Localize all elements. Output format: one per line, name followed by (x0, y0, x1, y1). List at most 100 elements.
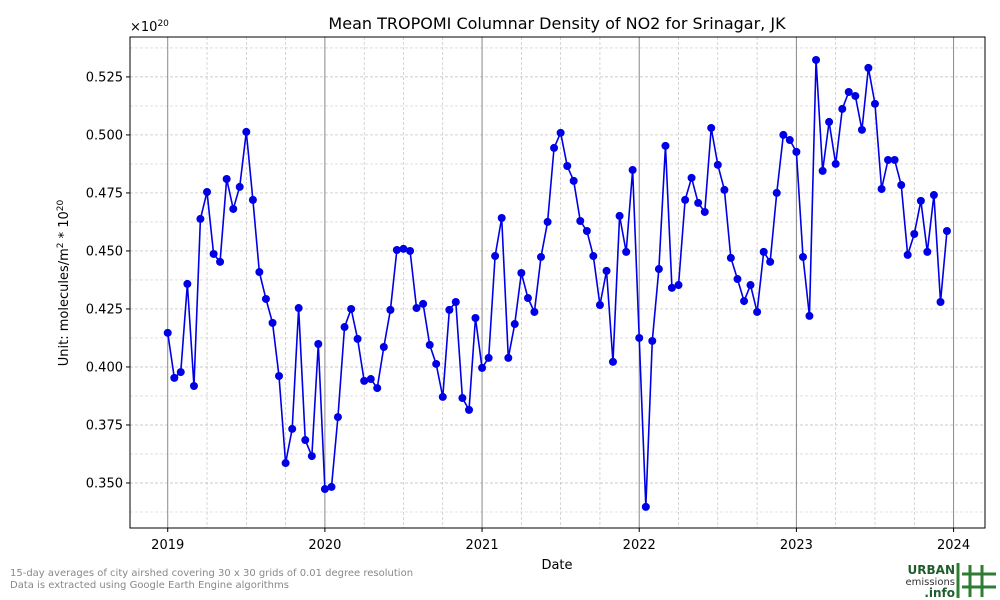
data-point (484, 353, 493, 362)
data-point (504, 353, 513, 362)
data-point (661, 141, 670, 150)
data-point (674, 281, 683, 290)
data-point (831, 159, 840, 168)
data-point (366, 375, 375, 384)
data-point (216, 257, 225, 266)
data-point (838, 104, 847, 113)
data-point (589, 252, 598, 261)
data-point (595, 301, 604, 310)
data-point (320, 485, 329, 494)
data-point (183, 279, 192, 288)
data-point (530, 307, 539, 316)
data-point (281, 459, 290, 468)
data-point (327, 482, 336, 491)
data-point (608, 357, 617, 366)
data-point (582, 226, 591, 235)
data-point (268, 318, 277, 327)
y-multiplier: ×1020 (130, 19, 169, 35)
data-point (903, 250, 912, 259)
data-point (523, 294, 532, 303)
data-point (536, 252, 545, 261)
data-point (340, 323, 349, 332)
logo-text: .info (924, 586, 955, 600)
data-point (353, 334, 362, 343)
data-point (294, 304, 303, 313)
data-point (510, 320, 519, 329)
data-point (235, 182, 244, 191)
data-point (209, 249, 218, 258)
data-point (274, 372, 283, 381)
data-point (713, 160, 722, 169)
data-point (379, 343, 388, 352)
data-point (425, 340, 434, 349)
footnote: 15-day averages of city airshed covering… (10, 568, 413, 579)
data-point (667, 283, 676, 292)
data-point (307, 452, 316, 461)
data-point (857, 125, 866, 134)
data-point (648, 336, 657, 345)
data-point (432, 359, 441, 368)
data-point (910, 230, 919, 239)
logo-text: emissions (905, 577, 955, 588)
data-point (707, 123, 716, 132)
data-point (602, 266, 611, 275)
y-tick-label: 0.425 (86, 302, 123, 317)
logo-text: URBAN (908, 563, 955, 577)
data-point (406, 246, 415, 255)
data-point (556, 128, 565, 137)
data-point (497, 213, 506, 222)
data-point (635, 333, 644, 342)
data-point (615, 211, 624, 220)
data-point (242, 127, 251, 136)
data-point (392, 246, 401, 255)
data-point (261, 294, 270, 303)
data-point (163, 328, 172, 337)
plot-frame (129, 36, 986, 529)
y-axis-label: Unit: molecules/m2 * 1020 (56, 199, 72, 366)
data-point (445, 305, 454, 314)
data-point (458, 394, 467, 403)
data-point (248, 195, 257, 204)
text-part: ×10 (130, 20, 157, 35)
data-point (805, 311, 814, 320)
data-line (166, 59, 948, 507)
y-tick-label: 0.500 (86, 128, 123, 143)
y-tick-label: 0.525 (86, 70, 123, 85)
data-point (766, 257, 775, 266)
data-point (478, 363, 487, 372)
logo: URBAN emissions .info (905, 563, 996, 600)
data-point (438, 392, 447, 401)
data-point (825, 117, 834, 126)
data-point (314, 339, 323, 348)
data-point (386, 305, 395, 314)
data-point (942, 226, 951, 235)
data-point (818, 166, 827, 175)
x-axis-label: Date (541, 558, 572, 573)
data-point (897, 181, 906, 190)
data-point (785, 136, 794, 145)
data-point (877, 184, 886, 193)
chart-title: Mean TROPOMI Columnar Density of NO2 for… (328, 14, 786, 33)
data-point (870, 99, 879, 108)
data-point (851, 91, 860, 100)
data-point (890, 155, 899, 164)
data-point (622, 247, 631, 256)
data-point (681, 195, 690, 204)
data-point (812, 55, 821, 64)
data-point (864, 63, 873, 72)
x-tick-label: 2019 (151, 538, 184, 553)
data-point (491, 252, 500, 261)
y-tick-label: 0.400 (86, 360, 123, 375)
superscript: 20 (56, 199, 66, 211)
footnote: Data is extracted using Google Earth Eng… (10, 580, 289, 591)
data-point (373, 384, 382, 393)
data-point (170, 373, 179, 382)
data-point (700, 207, 709, 216)
data-point (550, 143, 559, 152)
data-point (399, 244, 408, 253)
logo-icon (956, 563, 996, 598)
data-point (196, 214, 205, 223)
data-point (255, 268, 264, 277)
